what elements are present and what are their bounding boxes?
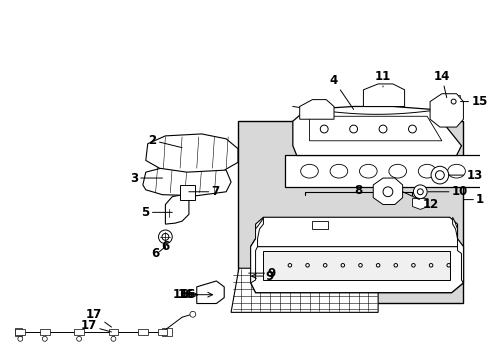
Text: 7: 7 (188, 185, 219, 198)
Polygon shape (429, 94, 463, 127)
Circle shape (393, 264, 397, 267)
Circle shape (18, 336, 23, 341)
Circle shape (446, 264, 449, 267)
Circle shape (77, 336, 81, 341)
Circle shape (287, 264, 291, 267)
Text: 9: 9 (251, 270, 273, 283)
Text: 9: 9 (248, 267, 275, 280)
Ellipse shape (388, 164, 406, 178)
Circle shape (450, 99, 455, 104)
Text: 17: 17 (85, 308, 111, 327)
Ellipse shape (300, 164, 318, 178)
Text: 16: 16 (179, 288, 195, 301)
Circle shape (189, 311, 195, 317)
Polygon shape (452, 217, 463, 283)
Polygon shape (142, 165, 231, 196)
Polygon shape (145, 134, 238, 172)
Ellipse shape (417, 164, 435, 178)
Polygon shape (162, 328, 172, 336)
Polygon shape (312, 221, 327, 229)
Polygon shape (250, 217, 263, 283)
Text: 6: 6 (151, 247, 160, 260)
Circle shape (411, 264, 414, 267)
Ellipse shape (329, 164, 347, 178)
Polygon shape (180, 185, 194, 199)
Text: 11: 11 (374, 70, 390, 87)
Polygon shape (411, 199, 427, 210)
Polygon shape (250, 239, 463, 293)
Circle shape (162, 233, 168, 240)
Text: 17: 17 (81, 319, 111, 332)
Polygon shape (238, 121, 463, 302)
Text: 16: 16 (177, 288, 212, 301)
Bar (138, 329, 147, 335)
Circle shape (382, 187, 392, 197)
Polygon shape (196, 281, 224, 303)
Circle shape (435, 171, 444, 180)
Polygon shape (250, 217, 463, 247)
Circle shape (376, 264, 379, 267)
Text: 12: 12 (402, 192, 438, 211)
Circle shape (447, 96, 459, 107)
Bar (108, 329, 118, 335)
Circle shape (412, 185, 427, 199)
Circle shape (416, 189, 422, 195)
Circle shape (320, 125, 327, 133)
Text: 15: 15 (460, 95, 487, 108)
Circle shape (305, 264, 309, 267)
Polygon shape (299, 100, 333, 119)
Polygon shape (15, 328, 22, 336)
Ellipse shape (447, 164, 465, 178)
Text: 14: 14 (433, 70, 449, 98)
Text: 5: 5 (141, 206, 172, 219)
Text: 6: 6 (161, 240, 169, 253)
Circle shape (158, 230, 172, 244)
Polygon shape (165, 195, 188, 224)
Polygon shape (292, 107, 461, 156)
Ellipse shape (359, 164, 376, 178)
Polygon shape (285, 156, 488, 187)
Circle shape (378, 125, 386, 133)
Text: 2: 2 (148, 134, 182, 148)
Circle shape (111, 336, 116, 341)
Circle shape (407, 125, 415, 133)
Bar (157, 329, 167, 335)
Text: 16: 16 (172, 288, 197, 301)
Polygon shape (309, 116, 441, 141)
Text: 8: 8 (354, 184, 362, 197)
Text: 4: 4 (329, 74, 353, 109)
Circle shape (428, 264, 432, 267)
Text: 1: 1 (463, 193, 483, 206)
Text: 13: 13 (448, 168, 482, 181)
Polygon shape (263, 251, 449, 280)
Bar (40, 329, 50, 335)
Bar (74, 329, 84, 335)
Polygon shape (363, 84, 404, 107)
Polygon shape (372, 178, 402, 204)
Polygon shape (231, 268, 377, 312)
Text: 10: 10 (427, 185, 467, 198)
Circle shape (430, 166, 448, 184)
Circle shape (349, 125, 357, 133)
Circle shape (323, 264, 326, 267)
Circle shape (42, 336, 47, 341)
Circle shape (358, 264, 362, 267)
Circle shape (340, 264, 344, 267)
Bar (15, 329, 25, 335)
Text: 3: 3 (129, 171, 162, 185)
